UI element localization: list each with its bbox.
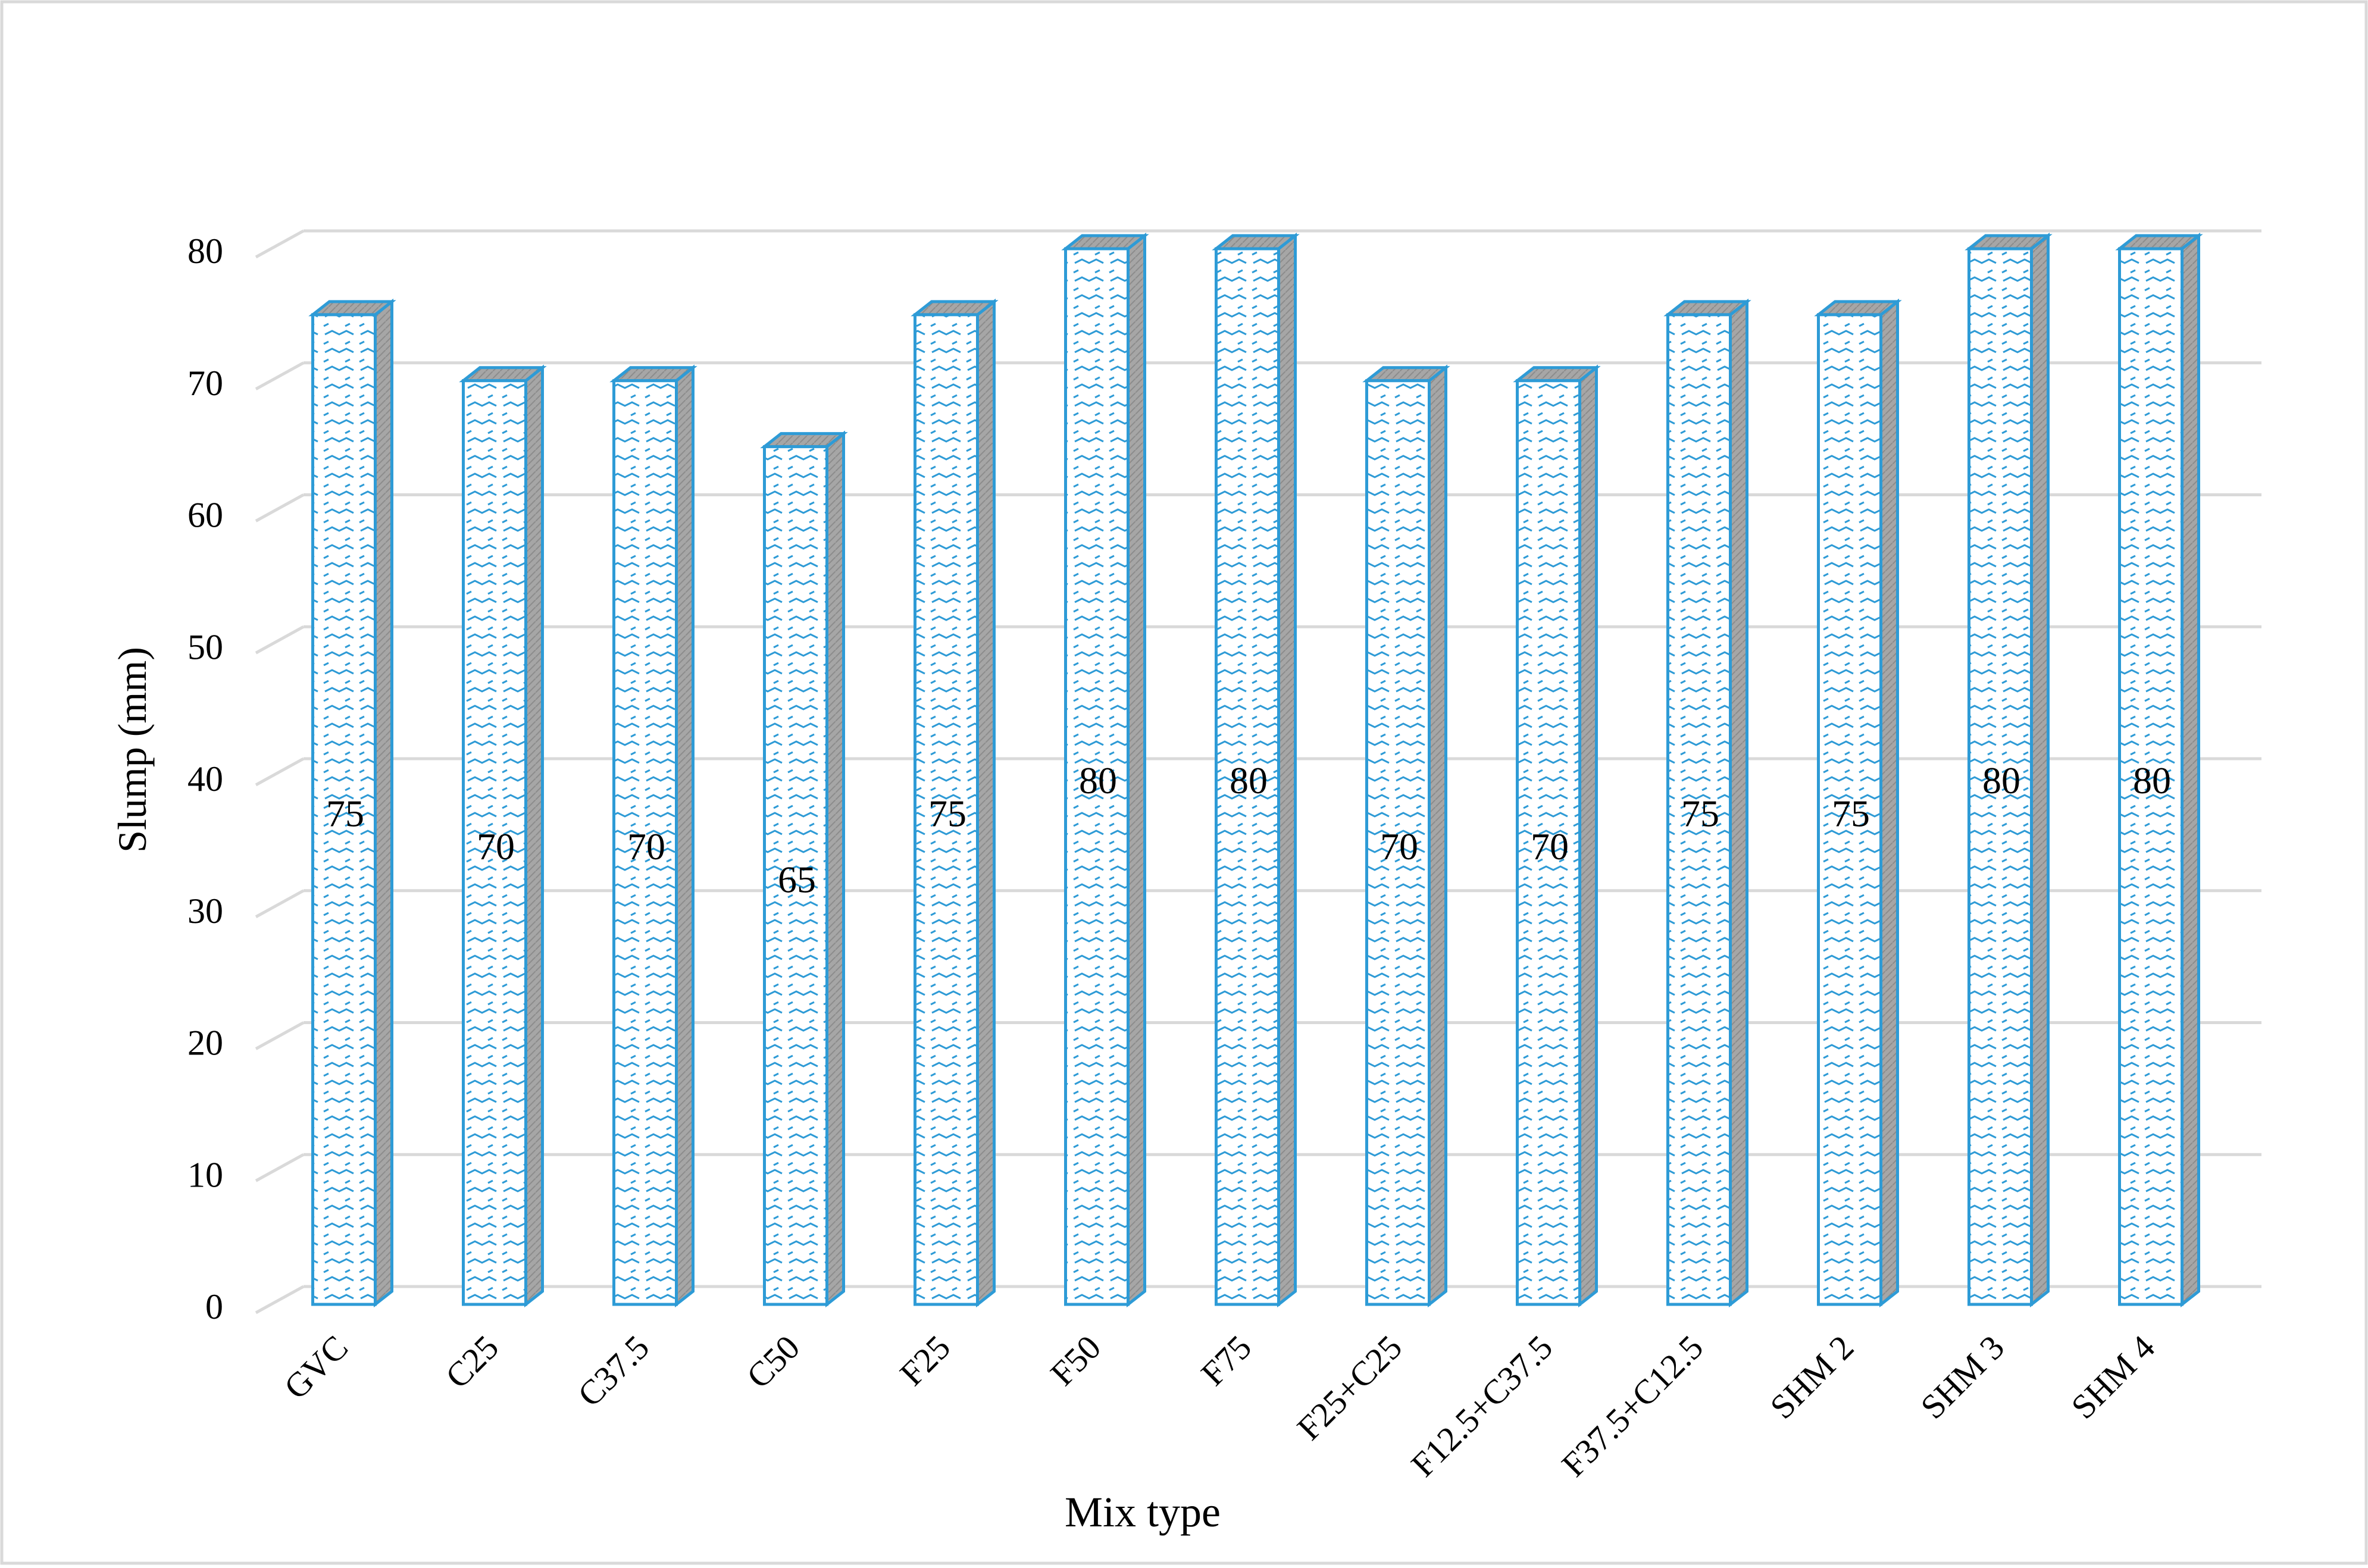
bar-front — [1967, 247, 2033, 1306]
data-label: 70 — [1531, 825, 1569, 868]
data-label: 70 — [1380, 825, 1418, 868]
y-tick-label: 80 — [187, 231, 223, 271]
bar-c37-5: 70 — [609, 364, 697, 1308]
bar-top — [1362, 366, 1450, 383]
data-label: 80 — [1982, 759, 2020, 802]
bar-f25: 75 — [911, 298, 999, 1308]
bar-top — [1212, 234, 1300, 251]
data-label: 80 — [1079, 759, 1117, 802]
bar-side — [524, 364, 544, 1308]
bar-front — [1064, 247, 1130, 1306]
bar-side — [2181, 232, 2200, 1308]
y-tick-label: 20 — [187, 1024, 223, 1063]
bar-shm-3: 80 — [1965, 232, 2053, 1308]
bar-front — [763, 445, 828, 1306]
bar-side — [1127, 232, 1146, 1308]
bar-front — [462, 379, 527, 1306]
data-label: 65 — [778, 858, 816, 900]
bars: 75 70 70 65 75 80 80 70 70 75 75 80 80 — [308, 232, 2203, 1308]
bar-top — [308, 300, 396, 317]
bar-gvc: 75 — [308, 298, 396, 1308]
bar-c25: 70 — [459, 364, 547, 1308]
bar-top — [1513, 366, 1601, 383]
y-tick-label: 40 — [187, 759, 223, 799]
bar-front — [914, 313, 979, 1306]
bar-front — [311, 313, 377, 1306]
y-tick-label: 0 — [205, 1287, 223, 1326]
bar-side — [1277, 232, 1297, 1308]
data-label: 70 — [477, 825, 515, 868]
bar-top — [459, 366, 547, 383]
gridline-depth — [255, 1021, 305, 1050]
bar-side — [675, 364, 695, 1308]
data-label: 70 — [627, 825, 665, 868]
bar-top — [760, 432, 848, 449]
bar-f25-c25: 70 — [1362, 364, 1450, 1308]
bar-f50: 80 — [1061, 232, 1149, 1308]
bar-front — [2118, 247, 2184, 1306]
bar-side — [1879, 298, 1899, 1308]
bar-front — [1365, 379, 1431, 1306]
bar-side — [2030, 232, 2050, 1308]
gridline-depth — [255, 757, 305, 787]
data-label: 75 — [326, 792, 364, 834]
gridline-depth — [255, 361, 305, 390]
y-tick-label: 70 — [187, 364, 223, 403]
bar-top — [609, 366, 697, 383]
y-axis-label: Slump (mm) — [110, 647, 155, 853]
gridline-depth — [255, 493, 305, 522]
gridline-depth — [255, 1153, 305, 1182]
y-tick-label: 50 — [187, 627, 223, 666]
y-axis-ticks: 0 10 20 30 40 50 60 70 80 — [187, 231, 223, 1326]
y-tick-label: 60 — [187, 496, 223, 535]
bar-f12-5-c37-5: 70 — [1513, 364, 1601, 1308]
bar-top — [1061, 234, 1149, 251]
bar-side — [1578, 364, 1598, 1308]
bar-shm-4: 80 — [2115, 232, 2203, 1308]
bar-side — [1729, 298, 1748, 1308]
bar-side — [1428, 364, 1447, 1308]
data-label: 80 — [2133, 759, 2171, 802]
bar-side — [825, 430, 845, 1308]
data-label: 80 — [1230, 759, 1268, 802]
gridline-depth — [255, 229, 305, 259]
bar-side — [976, 298, 996, 1308]
bar-front — [1215, 247, 1280, 1306]
bar-f75: 80 — [1212, 232, 1300, 1308]
bar-front — [612, 379, 678, 1306]
gridline-depth — [255, 889, 305, 918]
gridline-depth — [255, 1285, 305, 1315]
bar-f37-5-c12-5: 75 — [1663, 298, 1751, 1308]
bar-side — [374, 298, 393, 1308]
bar-top — [2115, 234, 2203, 251]
y-tick-label: 10 — [187, 1155, 223, 1194]
bar-front — [1817, 313, 1882, 1306]
bar-top — [911, 300, 999, 317]
bar-top — [1663, 300, 1751, 317]
bar-top — [1965, 234, 2053, 251]
data-label: 75 — [1832, 792, 1870, 834]
bar-front — [1666, 313, 1732, 1306]
data-label: 75 — [1681, 792, 1719, 834]
x-axis-label: Mix type — [1065, 1488, 1221, 1536]
bar-top — [1814, 300, 1902, 317]
bar-front — [1516, 379, 1581, 1306]
bar-c50: 65 — [760, 430, 848, 1308]
bar-shm-2: 75 — [1814, 298, 1902, 1308]
data-label: 75 — [928, 792, 966, 834]
gridline-depth — [255, 625, 305, 655]
y-tick-label: 30 — [187, 891, 223, 931]
